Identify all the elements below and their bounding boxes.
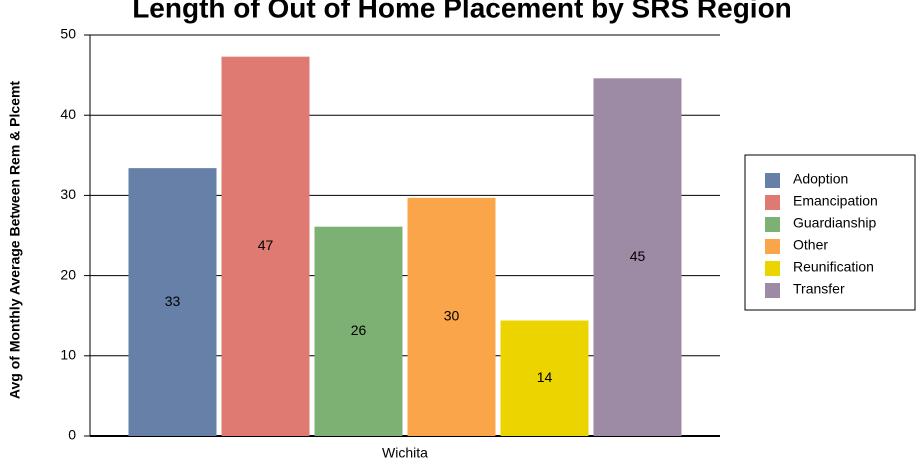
y-tick-label: 0: [68, 427, 76, 443]
x-tick-label: Wichita: [382, 445, 428, 461]
y-tick-label: 50: [60, 26, 76, 42]
legend-label: Transfer: [793, 281, 845, 297]
bar: [221, 56, 310, 437]
y-tick-label: 40: [60, 106, 76, 122]
y-tick-label: 10: [60, 347, 76, 363]
legend-label: Reunification: [793, 259, 874, 275]
legend-swatch: [765, 261, 780, 276]
legend-swatch: [765, 173, 780, 188]
bar: [593, 78, 682, 437]
legend-label: Adoption: [793, 171, 848, 187]
data-label: 14: [537, 369, 553, 385]
data-label: 45: [630, 248, 646, 264]
legend-label: Guardianship: [793, 215, 876, 231]
bar: [500, 320, 589, 436]
y-tick-label: 30: [60, 186, 76, 202]
data-label: 47: [258, 237, 274, 253]
legend-swatch: [765, 283, 780, 298]
data-label: 33: [165, 293, 181, 309]
legend-label: Emancipation: [793, 193, 878, 209]
legend-swatch: [765, 195, 780, 210]
legend-swatch: [765, 217, 780, 232]
chart-title: Length of Out of Home Placement by SRS R…: [132, 0, 792, 23]
y-axis-label: Avg of Monthly Average Between Rem & Plc…: [7, 81, 23, 400]
legend-swatch: [765, 239, 780, 254]
y-tick-label: 20: [60, 266, 76, 282]
bar: [407, 197, 496, 436]
legend-label: Other: [793, 237, 828, 253]
bar: [314, 226, 403, 436]
data-label: 26: [351, 322, 367, 338]
bar: [128, 168, 217, 436]
data-label: 30: [444, 308, 460, 324]
